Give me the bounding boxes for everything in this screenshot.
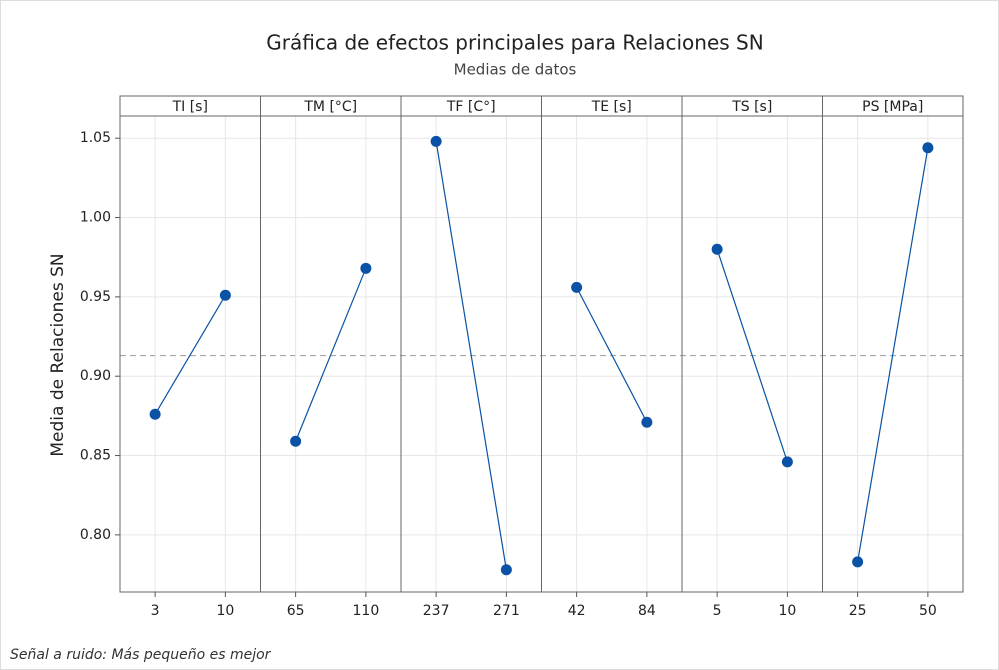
data-point — [290, 435, 302, 447]
line — [716, 249, 788, 463]
data-point — [500, 564, 512, 576]
data-point — [430, 135, 442, 147]
data-point — [781, 456, 793, 468]
panel-label: TS [s] — [731, 99, 772, 115]
x-tick-label: 10 — [216, 603, 234, 619]
y-tick-label: 0.95 — [80, 289, 111, 305]
y-tick-label: 1.05 — [80, 130, 111, 146]
chart-subtitle: Medias de datos — [454, 61, 577, 79]
y-axis-label: Media de Relaciones SN — [48, 253, 68, 456]
data-point — [922, 142, 934, 154]
data-point — [711, 243, 723, 255]
panel-frame — [822, 115, 964, 593]
x-tick-label: 42 — [568, 603, 586, 619]
y-tick-label: 0.85 — [80, 448, 111, 464]
y-tick-label: 0.90 — [80, 368, 111, 384]
x-tick-label: 271 — [493, 603, 520, 619]
panel-label: TF [C°] — [446, 99, 496, 115]
x-tick-label: 110 — [353, 603, 380, 619]
y-tick-label: 0.80 — [80, 527, 111, 543]
line — [154, 294, 226, 415]
line — [435, 141, 507, 570]
data-point — [571, 281, 583, 293]
x-tick-label: 25 — [849, 603, 867, 619]
data-point — [852, 556, 864, 568]
x-tick-label: 237 — [423, 603, 450, 619]
x-tick-label: 5 — [713, 603, 722, 619]
panel-label: TE [s] — [591, 99, 632, 115]
panel-label: TI [s] — [172, 99, 208, 115]
line — [857, 147, 929, 562]
line — [295, 268, 367, 442]
x-tick-label: 65 — [287, 603, 305, 619]
panel-label: TM [°C] — [303, 99, 357, 115]
data-point — [219, 289, 231, 301]
footnote: Señal a ruido: Más pequeño es mejor — [10, 647, 272, 663]
x-tick-label: 84 — [638, 603, 656, 619]
data-point — [360, 262, 372, 274]
chart-title: Gráfica de efectos principales para Rela… — [266, 31, 763, 55]
panel-label: PS [MPa] — [862, 99, 923, 115]
data-point — [641, 416, 653, 428]
x-tick-label: 50 — [919, 603, 937, 619]
y-tick-label: 1.00 — [80, 210, 111, 226]
x-tick-label: 10 — [778, 603, 796, 619]
line — [576, 287, 648, 423]
x-tick-label: 3 — [151, 603, 160, 619]
data-point — [149, 408, 161, 420]
